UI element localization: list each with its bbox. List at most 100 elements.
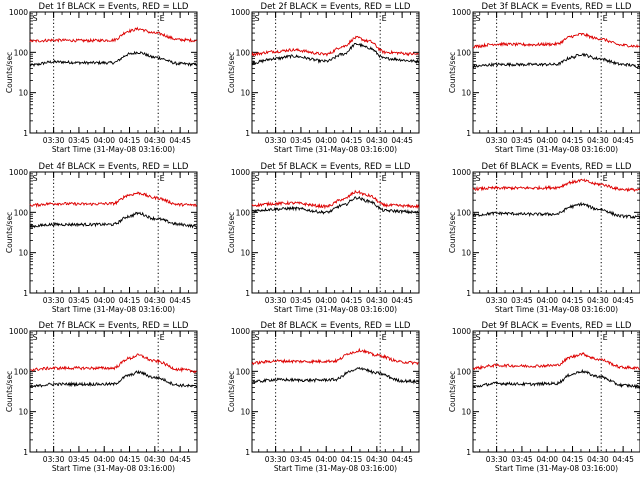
chart-panel-9: Det 9f BLACK = Events, RED = LLD 1 10 100 10…	[448, 321, 640, 473]
x-tick-label: 04:00	[315, 136, 337, 145]
interval-marker-label: S	[32, 174, 37, 183]
chart-title: Det 3f BLACK = Events, RED = LLD	[482, 2, 632, 12]
interval-marker-label: S	[254, 14, 259, 23]
chart-title: Det 4f BLACK = Events, RED = LLD	[39, 162, 189, 172]
y-tick-label: 10	[461, 89, 471, 98]
chart-title: Det 7f BLACK = Events, RED = LLD	[39, 321, 189, 331]
chart-title: Det 1f BLACK = Events, RED = LLD	[39, 2, 189, 12]
x-tick-label: 03:45	[290, 136, 312, 145]
y-tick-label: 1000	[452, 168, 471, 177]
events-series-line	[29, 50, 197, 68]
interval-marker-label: E	[382, 333, 387, 342]
x-tick-label: 04:30	[587, 296, 609, 305]
events-series-line	[472, 52, 640, 69]
y-axis-label: Counts/sec	[448, 212, 457, 253]
y-tick-label: 1	[245, 289, 250, 298]
chart-panel-4: Det 4f BLACK = Events, RED = LLD 1 10 100 10…	[5, 162, 198, 314]
x-tick-label: 03:30	[486, 136, 508, 145]
x-tick-label: 04:45	[612, 296, 634, 305]
x-tick-label: 03:45	[511, 455, 533, 464]
plot-frame	[29, 11, 198, 134]
chart-panel-7: Det 7f BLACK = Events, RED = LLD 1 10 100 10…	[5, 321, 198, 473]
x-tick-label: 04:30	[366, 296, 388, 305]
x-tick-label: 04:00	[315, 296, 337, 305]
x-tick-label: 04:15	[562, 136, 584, 145]
lld-series-line	[29, 26, 197, 44]
x-tick-label: 04:15	[341, 136, 363, 145]
x-tick-label: 03:30	[486, 455, 508, 464]
x-tick-label: 04:30	[144, 136, 166, 145]
chart-title: Det 5f BLACK = Events, RED = LLD	[261, 162, 411, 172]
x-tick-label: 04:45	[612, 136, 634, 145]
x-tick-label: 04:45	[391, 455, 413, 464]
x-tick-label: 03:30	[43, 296, 65, 305]
y-tick-label: 1000	[9, 168, 28, 177]
x-axis-label: Start Time (31-May-08 03:16:00)	[495, 305, 618, 314]
y-tick-label: 1000	[231, 327, 250, 336]
x-tick-label: 03:30	[265, 455, 287, 464]
x-tick-label: 04:15	[341, 296, 363, 305]
x-axis-label: Start Time (31-May-08 03:16:00)	[52, 464, 175, 473]
y-tick-label: 1	[466, 289, 471, 298]
x-tick-label: 03:30	[43, 455, 65, 464]
y-tick-label: 100	[236, 367, 251, 376]
interval-marker-label: S	[475, 333, 480, 342]
x-tick-label: 03:45	[290, 296, 312, 305]
y-axis-label: Counts/sec	[227, 52, 236, 93]
y-tick-label: 10	[461, 249, 471, 258]
x-tick-label: 03:30	[265, 296, 287, 305]
x-tick-label: 04:15	[562, 296, 584, 305]
x-tick-label: 03:45	[68, 296, 90, 305]
interval-marker-label: S	[254, 333, 259, 342]
lld-series-line	[472, 178, 640, 193]
y-axis-label: Counts/sec	[448, 52, 457, 93]
x-axis-label: Start Time (31-May-08 03:16:00)	[274, 464, 397, 473]
y-tick-label: 10	[18, 249, 28, 258]
x-tick-label: 03:45	[290, 455, 312, 464]
y-tick-label: 10	[18, 408, 28, 417]
x-tick-label: 04:15	[341, 455, 363, 464]
chart-panel-6: Det 6f BLACK = Events, RED = LLD 1 10 100 10…	[448, 162, 640, 314]
y-tick-label: 1	[23, 448, 28, 457]
interval-marker-label: S	[32, 14, 37, 23]
x-tick-label: 04:00	[93, 455, 115, 464]
plot-frame	[29, 171, 198, 294]
x-tick-label: 03:45	[68, 136, 90, 145]
interval-marker-label: E	[603, 333, 608, 342]
interval-marker-label: E	[160, 14, 165, 23]
x-axis-label: Start Time (31-May-08 03:16:00)	[495, 145, 618, 154]
events-series-line	[251, 366, 420, 385]
chart-panel-1: Det 1f BLACK = Events, RED = LLD 1 10 100 10…	[5, 2, 198, 154]
plot-frame	[251, 330, 420, 453]
y-tick-label: 1000	[231, 8, 250, 17]
x-tick-label: 03:45	[68, 455, 90, 464]
y-tick-label: 1	[245, 448, 250, 457]
x-tick-label: 04:30	[144, 296, 166, 305]
plot-frame	[251, 171, 420, 294]
y-tick-label: 10	[461, 408, 471, 417]
events-series-line	[29, 211, 198, 230]
y-axis-label: Counts/sec	[5, 212, 14, 253]
chart-panel-2: Det 2f BLACK = Events, RED = LLD 1 10 100 10…	[227, 2, 420, 154]
x-tick-label: 03:30	[265, 136, 287, 145]
y-tick-label: 1	[245, 129, 250, 138]
interval-marker-label: S	[32, 333, 37, 342]
y-tick-label: 1	[23, 289, 28, 298]
y-tick-label: 100	[457, 48, 472, 57]
x-tick-label: 04:45	[612, 455, 634, 464]
lld-series-line	[472, 352, 640, 371]
y-tick-label: 100	[14, 208, 29, 217]
y-tick-label: 10	[240, 249, 250, 258]
plot-frame	[472, 11, 640, 134]
y-tick-label: 1000	[452, 8, 471, 17]
interval-marker-label: E	[382, 14, 387, 23]
lld-series-line	[29, 191, 198, 208]
y-tick-label: 100	[457, 367, 472, 376]
chart-title: Det 8f BLACK = Events, RED = LLD	[261, 321, 411, 331]
interval-marker-label: E	[382, 174, 387, 183]
y-axis-label: Counts/sec	[5, 52, 14, 93]
chart-panel-3: Det 3f BLACK = Events, RED = LLD 1 10 100 10…	[448, 2, 640, 154]
x-axis-label: Start Time (31-May-08 03:16:00)	[52, 305, 175, 314]
x-tick-label: 03:45	[511, 296, 533, 305]
y-axis-label: Counts/sec	[448, 371, 457, 412]
